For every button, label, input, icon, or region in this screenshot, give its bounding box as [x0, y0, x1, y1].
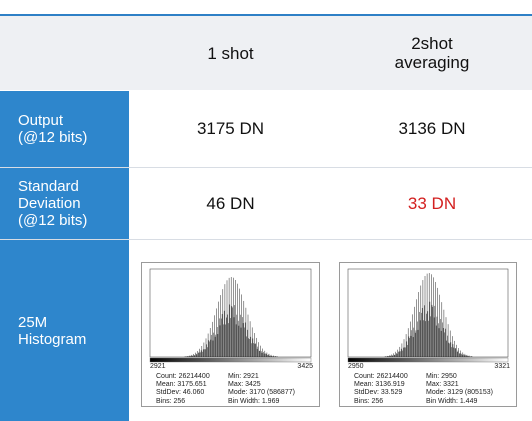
stat-mode: Mode: 3129 (805153) — [426, 389, 493, 397]
stat-mean: Mean: 3136.919 — [354, 381, 405, 389]
stat-binwidth: Bin Width: 1.969 — [228, 397, 280, 405]
histogram-2shot: 2950 3321 Count: 26214400 Mean: 3136.919… — [339, 262, 517, 407]
stat-count: Count: 26214400 — [354, 373, 408, 380]
stat-max: Max: 3425 — [228, 381, 261, 389]
stddev-label: Standard Deviation (@12 bits) — [0, 168, 129, 239]
histogram-label: 25M Histogram — [0, 240, 129, 421]
header-row: 1 shot 2shot averaging — [0, 16, 532, 90]
stat-stddev: StdDev: 46.060 — [156, 389, 205, 397]
stat-bins: Bins: 256 — [354, 397, 384, 405]
stddev-row: Standard Deviation (@12 bits) 46 DN 33 D… — [0, 168, 532, 239]
stat-min: Min: 2921 — [228, 373, 259, 380]
histogram-2shot-axis-min: 2950 — [348, 363, 364, 370]
histogram-2shot-axis-max: 3321 — [494, 363, 510, 370]
histogram-1shot-stats-left: Count: 26214400 Mean: 3175.651 StdDev: 4… — [156, 373, 210, 406]
row-divider — [0, 167, 532, 168]
stddev-2shot-value: 33 DN — [407, 193, 457, 213]
stddev-1shot-value: 46 DN — [206, 193, 255, 213]
top-rule — [0, 14, 532, 16]
histogram-2shot-stats-left: Count: 26214400 Mean: 3136.919 StdDev: 3… — [354, 373, 408, 406]
stat-bins: Bins: 256 — [156, 397, 186, 405]
output-2shot-value: 3136 DN — [398, 119, 466, 138]
stat-mode: Mode: 3170 (586877) — [228, 389, 295, 397]
header-col-1shot: 1 shot — [207, 43, 254, 63]
stat-mean: Mean: 3175.651 — [156, 381, 207, 389]
histogram-1shot-stats-right: Min: 2921 Max: 3425 Mode: 3170 (586877) … — [228, 373, 295, 406]
output-label: Output (@12 bits) — [0, 91, 129, 167]
output-1shot-value: 3175 DN — [196, 119, 265, 138]
stat-binwidth: Bin Width: 1.449 — [426, 397, 478, 405]
histogram-1shot-axis-max: 3425 — [297, 363, 313, 370]
histogram-2shot-plot — [347, 268, 509, 363]
header-col-2shot: 2shot averaging — [394, 34, 470, 72]
histogram-row: 25M Histogram — [0, 240, 532, 421]
stat-min: Min: 2950 — [426, 373, 457, 380]
stat-stddev: StdDev: 33.529 — [354, 389, 403, 397]
histogram-1shot: 2921 3425 Count: 26214400 Mean: 3175.651… — [141, 262, 320, 407]
stat-count: Count: 26214400 — [156, 373, 210, 380]
stat-max: Max: 3321 — [426, 381, 459, 389]
header-empty-cell — [0, 16, 129, 90]
histogram-1shot-plot — [149, 268, 312, 363]
output-row: Output (@12 bits) 3175 DN 3136 DN — [0, 91, 532, 167]
histogram-2shot-stats-right: Min: 2950 Max: 3321 Mode: 3129 (805153) … — [426, 373, 493, 406]
histogram-1shot-axis-min: 2921 — [150, 363, 166, 370]
row-divider — [0, 239, 532, 240]
